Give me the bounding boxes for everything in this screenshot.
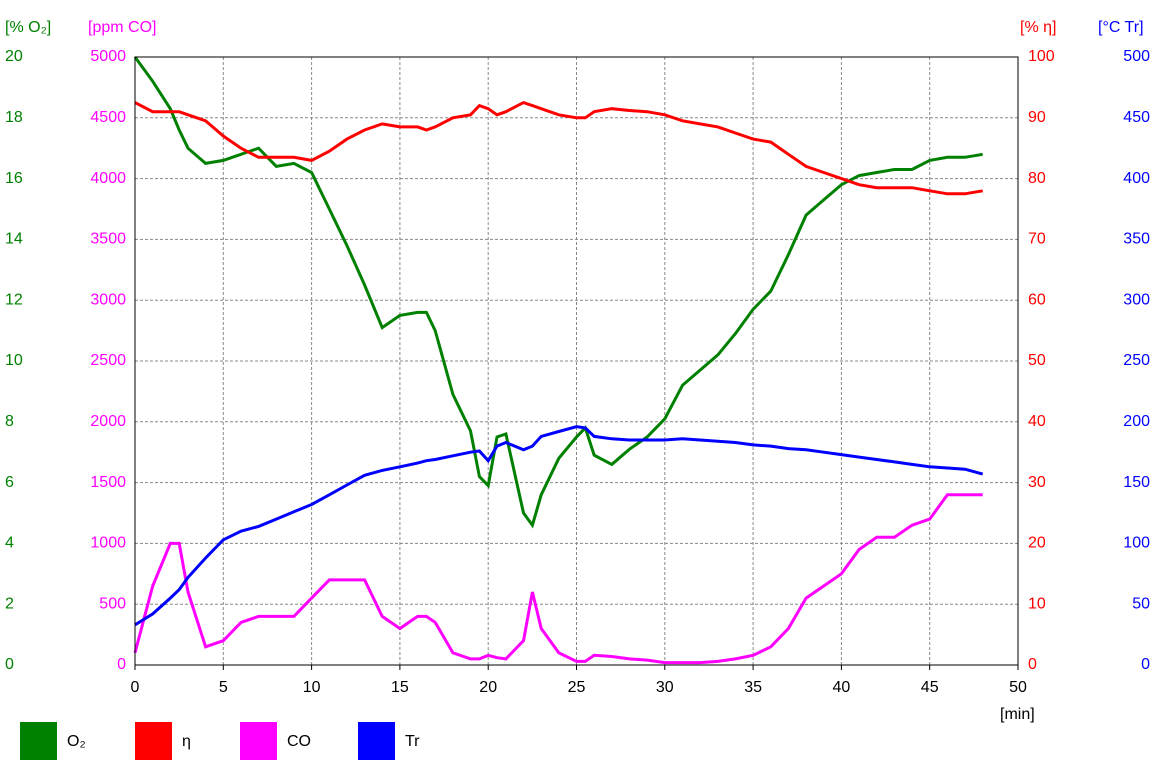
y-tick-label: 50 <box>1132 595 1150 612</box>
y-tick-label: 90 <box>1028 109 1046 126</box>
legend-swatch <box>20 722 57 760</box>
plot-border <box>134 56 1019 666</box>
y-tick-label: 4 <box>5 535 14 552</box>
y-tick-label: 0 <box>1028 656 1037 673</box>
y-tick-label: 8 <box>5 413 14 430</box>
axis-label: [ppm CO] <box>88 19 156 36</box>
y-tick-label: 4000 <box>90 170 126 187</box>
y-tick-label: 70 <box>1028 231 1046 248</box>
y-tick-label: 16 <box>5 170 23 187</box>
y-tick-label: 1000 <box>90 535 126 552</box>
y-tick-label: 300 <box>1123 291 1150 308</box>
x-tick-label: 0 <box>131 679 140 696</box>
legend-swatch <box>135 722 172 760</box>
y-tick-label: 20 <box>5 48 23 65</box>
y-tick-label: 2 <box>5 595 14 612</box>
y-tick-label: 100 <box>1123 535 1150 552</box>
y-tick-label: 0 <box>117 656 126 673</box>
x-tick-label: 20 <box>479 679 497 696</box>
y-tick-label: 80 <box>1028 170 1046 187</box>
y-tick-label: 0 <box>5 656 14 673</box>
legend-label: Tr <box>405 733 420 750</box>
x-tick-label: 25 <box>568 679 586 696</box>
legend-label: CO <box>287 733 311 750</box>
legend-label: O₂ <box>67 733 86 750</box>
x-tick-label: 15 <box>391 679 409 696</box>
y-tick-label: 12 <box>5 291 23 308</box>
legend-swatch <box>240 722 277 760</box>
y-tick-label: 500 <box>1123 48 1150 65</box>
y-tick-label: 450 <box>1123 109 1150 126</box>
x-tick-label: 5 <box>219 679 228 696</box>
y-tick-label: 60 <box>1028 291 1046 308</box>
y-tick-label: 2000 <box>90 413 126 430</box>
y-tick-label: 6 <box>5 474 14 491</box>
y-tick-label: 4500 <box>90 109 126 126</box>
y-tick-label: 2500 <box>90 352 126 369</box>
y-tick-label: 20 <box>1028 535 1046 552</box>
axis-label: [% η] <box>1020 19 1056 36</box>
y-tick-label: 1500 <box>90 474 126 491</box>
y-tick-label: 5000 <box>90 48 126 65</box>
line <box>133 493 983 665</box>
x-tick-label: 50 <box>1009 679 1027 696</box>
y-tick-label: 40 <box>1028 413 1046 430</box>
line <box>134 425 984 627</box>
x-tick-label: 40 <box>833 679 851 696</box>
y-tick-label: 100 <box>1028 48 1055 65</box>
y-tick-label: 30 <box>1028 474 1046 491</box>
line <box>133 56 983 529</box>
y-tick-label: 0 <box>1141 656 1150 673</box>
y-tick-label: 150 <box>1123 474 1150 491</box>
axis-label: [% O₂] <box>5 19 51 36</box>
y-tick-label: 500 <box>99 595 126 612</box>
x-tick-label: 45 <box>921 679 939 696</box>
y-tick-label: 18 <box>5 109 23 126</box>
x-tick-label: 35 <box>744 679 762 696</box>
y-tick-label: 3500 <box>90 231 126 248</box>
y-tick-label: 350 <box>1123 231 1150 248</box>
y-tick-label: 3000 <box>90 291 126 308</box>
y-tick-label: 250 <box>1123 352 1150 369</box>
legend-swatch <box>358 722 395 760</box>
y-tick-label: 50 <box>1028 352 1046 369</box>
y-tick-label: 10 <box>1028 595 1046 612</box>
y-tick-label: 10 <box>5 352 23 369</box>
x-tick-label: 10 <box>303 679 321 696</box>
line <box>134 100 983 196</box>
legend-label: η <box>182 733 191 750</box>
y-tick-label: 14 <box>5 231 23 248</box>
x-tick-label: 30 <box>656 679 674 696</box>
x-axis-label: [min] <box>1000 706 1035 723</box>
axis-label: [°C Tr] <box>1098 19 1144 36</box>
y-tick-label: 400 <box>1123 170 1150 187</box>
y-tick-label: 200 <box>1123 413 1150 430</box>
